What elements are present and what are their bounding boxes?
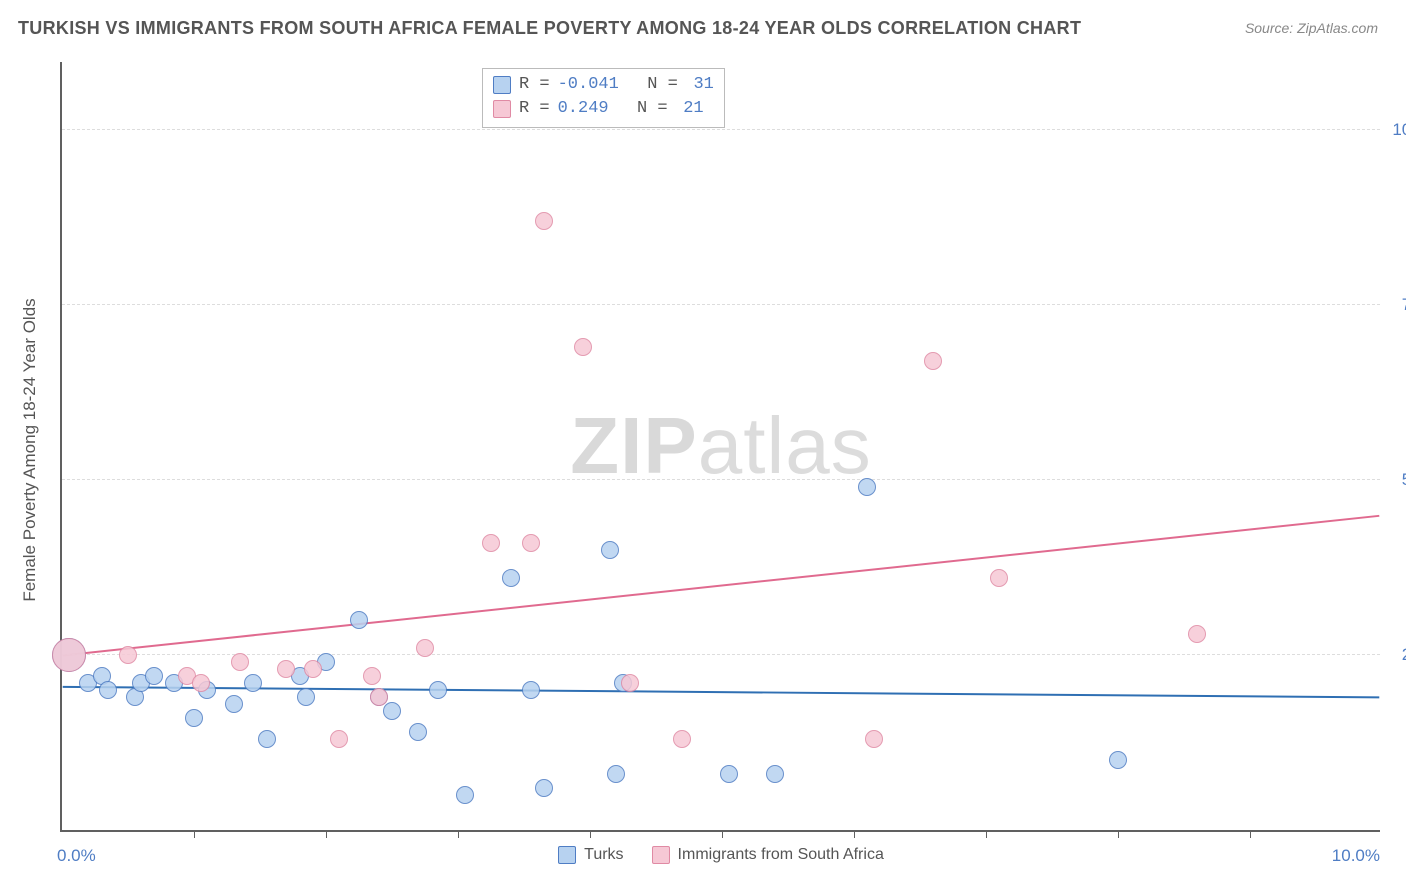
x-tick (590, 830, 591, 838)
legend-swatch (558, 846, 576, 864)
x-tick (986, 830, 987, 838)
y-tick-label: 100.0% (1390, 120, 1406, 140)
data-point (145, 667, 163, 685)
stats-n-value: 21 (676, 97, 704, 121)
data-point (119, 646, 137, 664)
legend-label: Turks (584, 846, 623, 864)
data-point (363, 667, 381, 685)
data-point (225, 695, 243, 713)
data-point (244, 674, 262, 692)
x-tick (1250, 830, 1251, 838)
data-point (858, 478, 876, 496)
stats-n-label: N = (627, 73, 678, 97)
data-point (231, 653, 249, 671)
source-label: Source: ZipAtlas.com (1245, 20, 1378, 36)
stats-n-label: N = (617, 97, 668, 121)
data-point (482, 534, 500, 552)
data-point (502, 569, 520, 587)
data-point (99, 681, 117, 699)
legend-label: Immigrants from South Africa (678, 846, 884, 864)
data-point (766, 765, 784, 783)
x-tick (458, 830, 459, 838)
data-point (865, 730, 883, 748)
data-point (1188, 625, 1206, 643)
stats-swatch (493, 100, 511, 118)
data-point (258, 730, 276, 748)
stats-r-label: R = (519, 73, 550, 97)
series-legend: Turks Immigrants from South Africa (62, 846, 1380, 864)
x-axis-max-label: 10.0% (1332, 846, 1380, 866)
trend-line (63, 516, 1380, 656)
gridline (62, 479, 1380, 480)
y-axis-label: Female Poverty Among 18-24 Year Olds (20, 298, 40, 601)
data-point (277, 660, 295, 678)
data-point (370, 688, 388, 706)
data-point (990, 569, 1008, 587)
stats-row: R = 0.249 N = 21 (493, 97, 714, 121)
data-point (522, 534, 540, 552)
x-tick (1118, 830, 1119, 838)
data-point (607, 765, 625, 783)
legend-item: Turks (558, 846, 623, 864)
trend-lines (62, 62, 1380, 830)
data-point (720, 765, 738, 783)
gridline (62, 304, 1380, 305)
data-point (574, 338, 592, 356)
data-point (185, 709, 203, 727)
stats-n-value: 31 (686, 73, 714, 97)
data-point (673, 730, 691, 748)
data-point (304, 660, 322, 678)
x-tick (722, 830, 723, 838)
y-tick-label: 50.0% (1390, 470, 1406, 490)
data-point (409, 723, 427, 741)
data-point (1109, 751, 1127, 769)
x-axis-min-label: 0.0% (57, 846, 96, 866)
plot-area: ZIPatlas R =-0.041 N =31R =0.249 N =21 T… (60, 62, 1380, 832)
x-tick (854, 830, 855, 838)
chart-title: TURKISH VS IMMIGRANTS FROM SOUTH AFRICA … (18, 18, 1081, 39)
data-point (429, 681, 447, 699)
legend-swatch (652, 846, 670, 864)
y-tick-label: 75.0% (1390, 295, 1406, 315)
legend-item: Immigrants from South Africa (652, 846, 884, 864)
data-point (297, 688, 315, 706)
data-point (535, 779, 553, 797)
data-point (350, 611, 368, 629)
data-point (535, 212, 553, 230)
stats-legend: R =-0.041 N =31R =0.249 N =21 (482, 68, 725, 128)
stats-r-value: -0.041 (558, 73, 619, 97)
data-point (924, 352, 942, 370)
data-point (522, 681, 540, 699)
gridline (62, 654, 1380, 655)
x-tick (194, 830, 195, 838)
stats-row: R = -0.041 N = 31 (493, 73, 714, 97)
data-point (330, 730, 348, 748)
gridline (62, 129, 1380, 130)
data-point (52, 638, 86, 672)
data-point (192, 674, 210, 692)
stats-swatch (493, 76, 511, 94)
stats-r-label: R = (519, 97, 550, 121)
x-tick (326, 830, 327, 838)
stats-r-value: 0.249 (558, 97, 609, 121)
y-tick-label: 25.0% (1390, 645, 1406, 665)
data-point (416, 639, 434, 657)
data-point (621, 674, 639, 692)
data-point (456, 786, 474, 804)
data-point (383, 702, 401, 720)
data-point (601, 541, 619, 559)
